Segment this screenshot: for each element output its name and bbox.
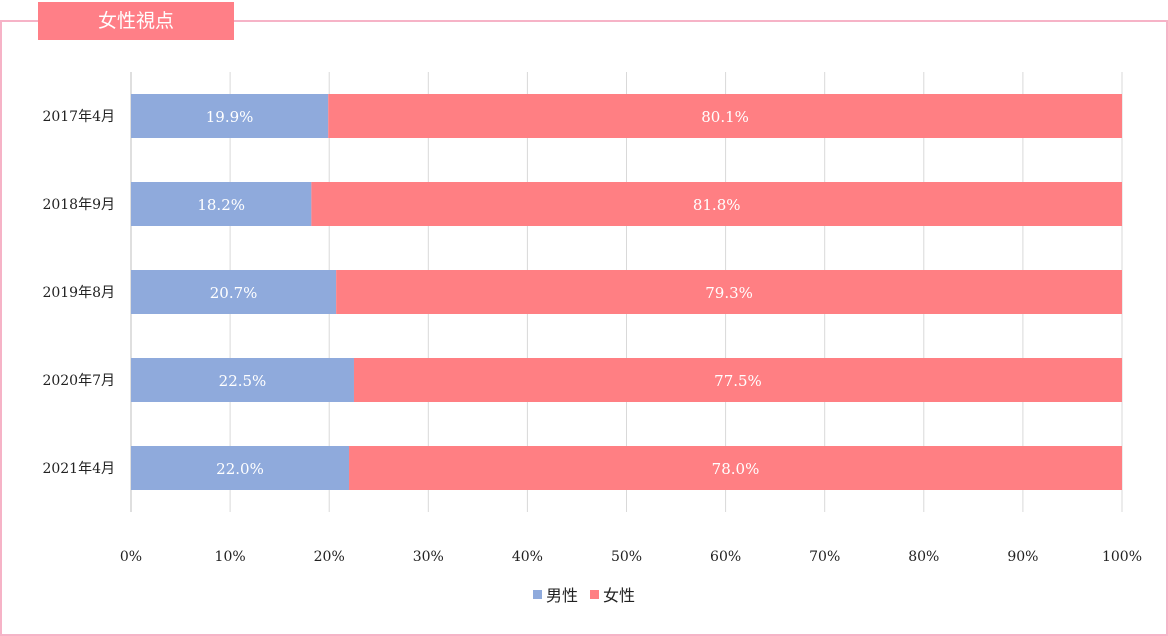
bar-segment-male xyxy=(131,446,350,490)
data-label-female: 78.0% xyxy=(712,460,760,478)
legend: 男性 女性 xyxy=(0,582,1168,606)
data-label-male: 22.5% xyxy=(219,372,267,390)
y-category-label: 2020年7月 xyxy=(42,373,115,389)
data-label-male: 22.0% xyxy=(216,460,264,478)
y-category-label: 2018年9月 xyxy=(42,197,115,213)
data-label-male: 18.2% xyxy=(197,196,245,214)
legend-label-male: 男性 xyxy=(545,586,578,605)
x-tick-label: 50% xyxy=(611,549,642,565)
bar-segment-female xyxy=(353,358,1123,402)
bar-segment-male xyxy=(131,358,354,402)
x-tick-label: 30% xyxy=(413,549,444,565)
x-tick-label: 40% xyxy=(512,549,543,565)
bar-segment-male xyxy=(131,270,337,314)
data-label-male: 19.9% xyxy=(206,108,254,126)
y-category-label: 2019年8月 xyxy=(42,285,115,301)
bar-segment-male xyxy=(131,182,312,226)
legend-swatch-female xyxy=(590,589,599,599)
bar-segment-female xyxy=(311,182,1122,226)
data-label-female: 79.3% xyxy=(705,284,753,302)
legend-label-female: 女性 xyxy=(603,586,636,605)
x-tick-label: 100% xyxy=(1102,549,1142,565)
x-tick-label: 70% xyxy=(809,549,840,565)
section-badge: 女性視点 xyxy=(38,2,234,40)
x-tick-label: 80% xyxy=(908,549,939,565)
y-category-label: 2017年4月 xyxy=(42,109,115,125)
x-tick-label: 10% xyxy=(215,549,246,565)
bar-segment-female xyxy=(336,270,1123,314)
bar-segment-female xyxy=(349,446,1122,490)
data-label-male: 20.7% xyxy=(210,284,258,302)
data-label-female: 77.5% xyxy=(714,372,762,390)
legend-swatch-male xyxy=(532,589,542,599)
x-tick-label: 20% xyxy=(314,549,345,565)
legend-item-male: 男性 xyxy=(532,582,578,606)
stacked-bar-chart: 0% 10% 20% 30% 40% 50% 60% 70% 80% 90% 100% 2017年4月… xyxy=(42,72,1142,565)
data-label-female: 80.1% xyxy=(701,108,749,126)
bar-segment-male xyxy=(131,94,329,138)
data-label-female: 81.8% xyxy=(693,196,741,214)
x-tick-label: 90% xyxy=(1007,549,1038,565)
x-tick-label: 0% xyxy=(120,549,142,565)
bar-segment-female xyxy=(328,94,1123,138)
x-tick-label: 60% xyxy=(710,549,741,565)
chart-frame xyxy=(0,20,1168,636)
legend-item-female: 女性 xyxy=(590,582,635,606)
y-category-label: 2021年4月 xyxy=(42,461,115,477)
